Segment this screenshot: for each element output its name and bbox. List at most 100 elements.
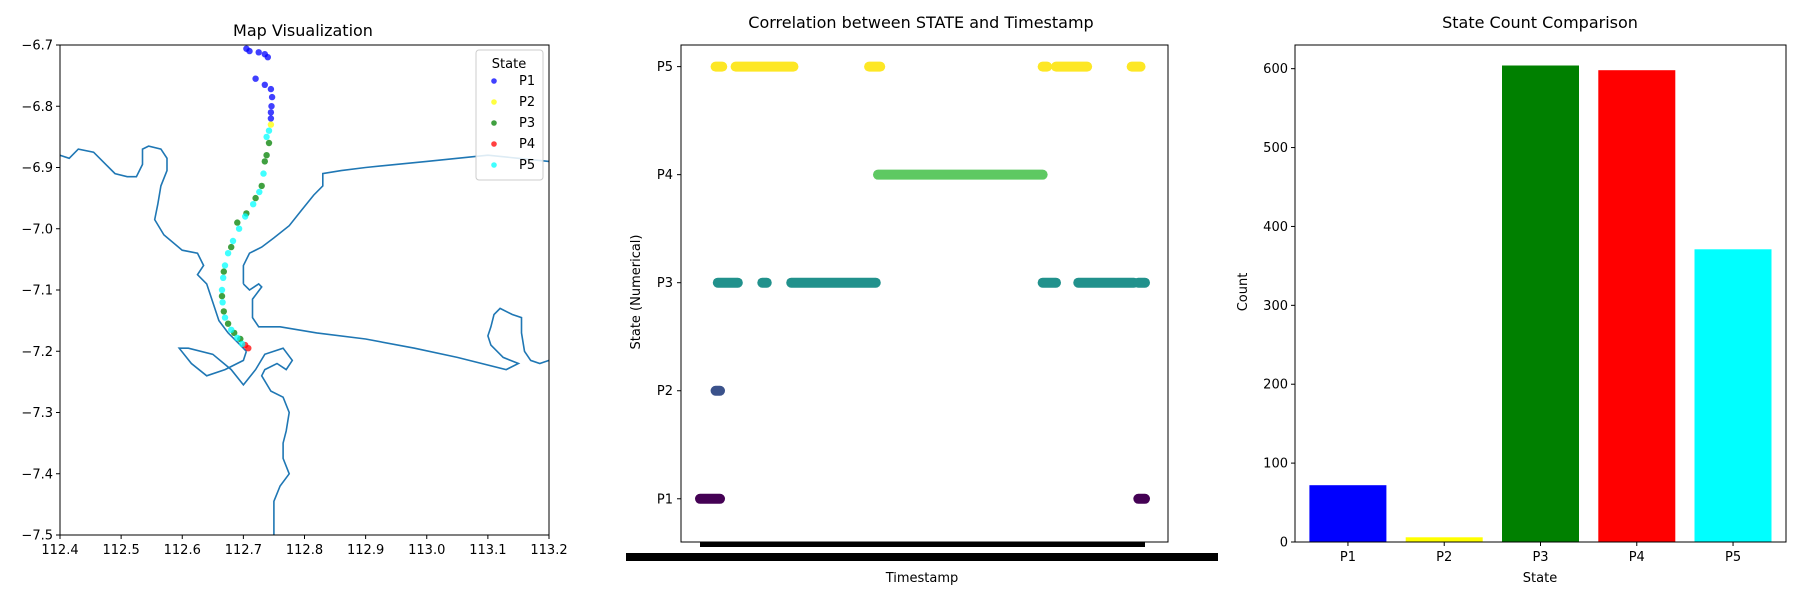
- bar-title: State Count Comparison: [1442, 13, 1638, 32]
- map-title: Map Visualization: [233, 21, 373, 40]
- map-point-p5: [234, 334, 241, 341]
- map-point-p1: [268, 93, 276, 101]
- map-point-p1: [267, 85, 275, 93]
- correlation-x-label: Timestamp: [885, 571, 959, 586]
- map-x-tick-label: 112.8: [286, 543, 323, 558]
- map-point-p3: [261, 158, 268, 165]
- map-point-p5: [250, 201, 257, 208]
- map-point-p3: [228, 243, 235, 251]
- correlation-y-tick-label: P4: [657, 168, 673, 183]
- legend-label-p1: P1: [519, 74, 535, 89]
- map-point-p5: [224, 250, 232, 257]
- map-point-p5: [242, 213, 249, 220]
- map-x-tick-label: 112.9: [347, 543, 384, 558]
- map-point-p5: [256, 188, 263, 196]
- map-y-tick-label: −7.4: [21, 467, 53, 482]
- map-point-p1: [268, 103, 275, 110]
- legend-marker-p1: [491, 78, 497, 84]
- legend-label-p2: P2: [519, 95, 535, 110]
- bar-p5: [1694, 249, 1772, 543]
- bar-plot-area: [1294, 44, 1787, 543]
- bar-y-tick-label: 0: [1280, 536, 1288, 551]
- map-panel: Map Visualization 112.4 112.5 112.6 112.7 11…: [21, 21, 567, 558]
- bar-panel: State Count Comparison 0 100 200 300 400 500 6…: [1236, 13, 1787, 586]
- map-point-p3: [252, 194, 259, 202]
- legend-label-p4: P4: [519, 137, 535, 152]
- map-point-p5: [265, 127, 273, 134]
- map-point-p3: [265, 139, 273, 147]
- map-point-p5: [218, 286, 226, 294]
- map-point-p5: [235, 225, 243, 232]
- map-y-tick-label: −6.8: [21, 100, 53, 115]
- map-point-p5: [263, 133, 270, 141]
- map-point-p1: [267, 109, 275, 116]
- map-point-p4: [245, 345, 252, 352]
- legend-label-p5: P5: [519, 158, 535, 173]
- map-x-tick-label: 113.1: [469, 543, 506, 558]
- bar-x-tick-label: P5: [1725, 550, 1741, 565]
- bar-p4: [1598, 70, 1676, 542]
- map-x-tick-label: 112.7: [225, 543, 262, 558]
- correlation-y-tick-label: P3: [657, 276, 673, 291]
- legend-marker-p4: [491, 141, 497, 147]
- legend-label-p3: P3: [519, 116, 535, 131]
- correlation-plot-area: [626, 44, 1218, 561]
- bar-y-tick-label: 400: [1263, 220, 1288, 235]
- map-point-p5: [221, 314, 229, 321]
- map-point-p3: [220, 268, 227, 275]
- bar-p3: [1502, 65, 1579, 542]
- map-point-p3: [263, 152, 270, 159]
- bar-y-label: Count: [1236, 273, 1251, 312]
- map-point-p2: [267, 121, 275, 128]
- map-point-p3: [258, 182, 265, 190]
- map-y-tick-label: −7.0: [21, 222, 53, 237]
- bar-p2: [1405, 537, 1483, 542]
- map-y-tick-label: −6.7: [21, 39, 53, 54]
- map-point-p1: [246, 47, 253, 55]
- map-y-tick-label: −7.5: [21, 529, 53, 544]
- legend-title: State: [492, 57, 526, 72]
- map-point-p5: [239, 340, 246, 348]
- timestamp-tick-band: [700, 542, 1145, 547]
- map-point-p1: [252, 75, 259, 82]
- map-x-tick-label: 112.5: [103, 543, 140, 558]
- map-point-p5: [220, 274, 227, 281]
- map-y-tick-label: −6.9: [21, 161, 53, 176]
- coastline-1: [177, 347, 294, 535]
- map-point-p5: [229, 237, 237, 245]
- map-x-tick-label: 112.6: [164, 543, 201, 558]
- bar-p1: [1309, 485, 1387, 542]
- map-legend: State P1 P2 P3 P4 P5: [475, 49, 544, 181]
- map-y-tick-label: −7.2: [21, 345, 53, 360]
- legend-marker-p5: [491, 162, 497, 168]
- map-point-p5: [221, 262, 229, 269]
- map-point-p3: [220, 308, 227, 315]
- map-y-ticks: −6.7 −6.8 −6.9 −7.0 −7.1 −7.2 −7.3 −7.4 −7.5: [21, 39, 60, 544]
- bar-x-tick-label: P2: [1436, 550, 1452, 565]
- correlation-y-label: State (Numerical): [629, 235, 644, 350]
- bar-y-tick-label: 300: [1263, 299, 1288, 314]
- bar-x-tick-label: P4: [1629, 550, 1645, 565]
- map-x-ticks: 112.4 112.5 112.6 112.7 112.8 112.9 113.0 113.1…: [41, 535, 568, 558]
- correlation-y-tick-label: P2: [657, 384, 673, 399]
- map-x-tick-label: 113.0: [408, 543, 445, 558]
- bar-ticks: 0 100 200 300 400 500 600 P1 P2 P3 P4 P5: [1263, 62, 1741, 565]
- map-point-p5: [228, 326, 235, 333]
- legend-marker-p2: [491, 99, 497, 105]
- map-point-p1: [255, 49, 262, 56]
- map-point-p5: [219, 299, 226, 306]
- bar-y-tick-label: 600: [1263, 62, 1288, 77]
- bar-x-tick-label: P1: [1340, 550, 1356, 565]
- map-x-tick-label: 112.4: [41, 543, 78, 558]
- map-x-tick-label: 113.2: [530, 543, 567, 558]
- map-point-p1: [264, 54, 271, 61]
- coastline-2: [242, 154, 550, 284]
- legend-marker-p3: [491, 120, 497, 126]
- map-point-p3: [234, 219, 241, 226]
- correlation-title: Correlation between STATE and Timestamp: [748, 13, 1093, 32]
- bar-x-tick-label: P3: [1532, 550, 1548, 565]
- map-point-p3: [224, 320, 232, 327]
- timestamp-tick-labels-band: [626, 553, 1218, 561]
- bar-y-tick-label: 100: [1263, 457, 1288, 472]
